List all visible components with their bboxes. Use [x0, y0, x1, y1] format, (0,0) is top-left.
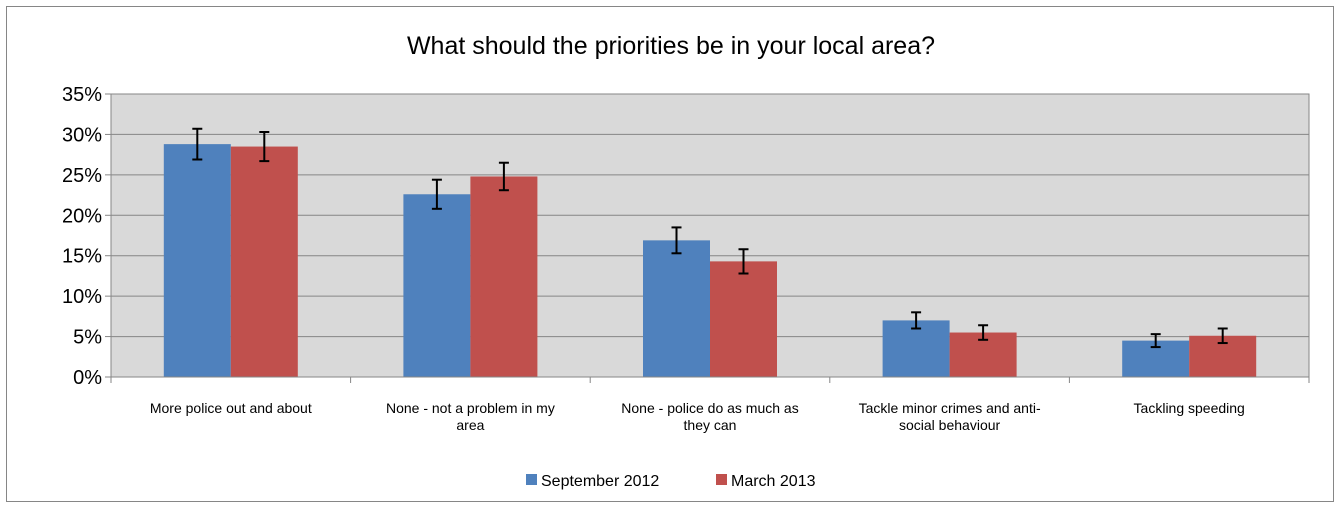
legend-swatch — [716, 474, 727, 485]
bar — [643, 240, 710, 377]
bar — [230, 146, 298, 377]
y-tick-label: 15% — [62, 246, 102, 268]
error-bars — [192, 127, 1228, 349]
y-tick-label: 35% — [62, 84, 102, 106]
bar — [470, 176, 538, 377]
x-tick-label: More police out and about — [150, 400, 312, 416]
y-tick-label: 0% — [73, 367, 102, 389]
y-tick-label: 10% — [62, 286, 102, 308]
bar — [163, 144, 231, 377]
bars — [163, 144, 1257, 377]
legend: September 2012 March 2013 — [526, 473, 816, 490]
legend-label: September 2012 — [541, 473, 659, 490]
y-tick-label: 25% — [62, 165, 102, 187]
legend-label: March 2013 — [731, 473, 816, 490]
x-tick-label: Tackling speeding — [1134, 400, 1245, 416]
bar — [710, 261, 777, 377]
chart-title: What should the priorities be in your lo… — [407, 32, 935, 60]
y-tick-label: 5% — [73, 327, 102, 349]
x-tick-label: None - not a problem in my area — [386, 400, 555, 433]
y-tick-label: 30% — [62, 124, 102, 146]
bar — [882, 320, 950, 377]
x-tick-label: Tackle minor crimes and anti-social beha… — [859, 400, 1041, 433]
y-tick-label: 20% — [62, 205, 102, 227]
x-tick-label: None - police do as much as they can — [621, 400, 798, 433]
legend-swatch — [526, 474, 537, 485]
bar — [403, 194, 471, 377]
axes: 0% 5% 10% 15% 20% 25% 30% 35% More police out an… — [62, 84, 1310, 433]
